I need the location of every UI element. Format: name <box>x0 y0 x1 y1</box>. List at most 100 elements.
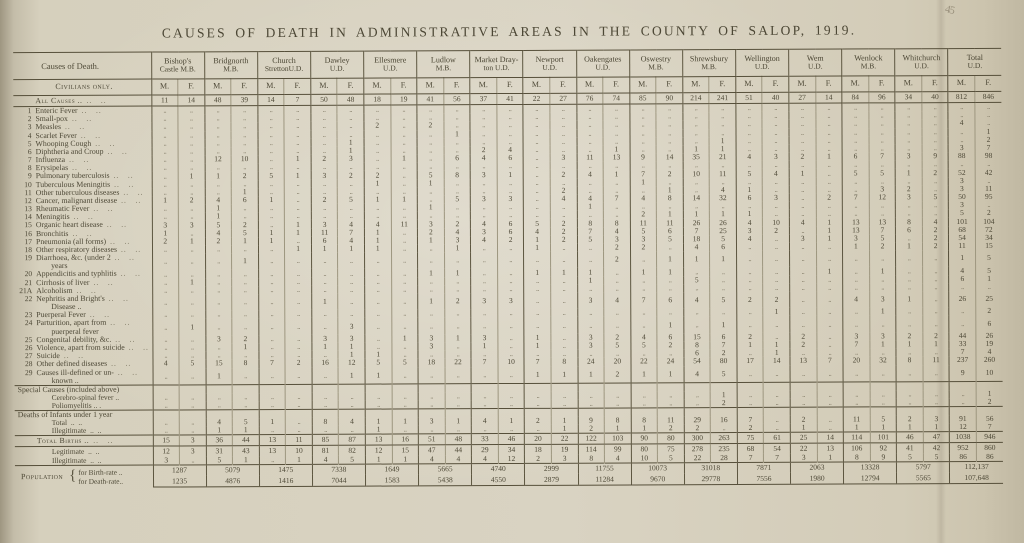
cell: 1 <box>231 253 259 270</box>
cell: .. <box>177 114 205 123</box>
cell: .. <box>443 104 471 114</box>
cell: .. <box>390 162 418 171</box>
cell: .. <box>895 250 923 267</box>
cell: 1 <box>444 417 472 426</box>
cell <box>657 407 684 417</box>
cell: 1 <box>975 274 1003 283</box>
cell: .. <box>683 202 710 211</box>
cell: .. <box>629 202 657 211</box>
cell: 1 <box>763 308 790 317</box>
cell: .. <box>231 212 259 221</box>
cell: 11 <box>709 169 737 178</box>
cell: .. <box>497 252 524 269</box>
cell: 2 <box>603 251 631 269</box>
cell: .. <box>470 252 498 269</box>
cell: .. <box>338 425 366 435</box>
cell: .. <box>842 201 870 210</box>
cell: 263 <box>710 432 738 444</box>
cell: 4 <box>683 365 711 383</box>
cell <box>391 408 419 418</box>
cell: .. <box>895 102 922 112</box>
cell: .. <box>816 340 844 349</box>
cell: 3 <box>470 170 498 179</box>
column-header-district: Newport U.D. <box>523 50 577 78</box>
column-header-male: M. <box>895 75 922 92</box>
cell: 5 <box>231 228 259 237</box>
cell <box>365 409 392 418</box>
cell: .. <box>257 187 285 196</box>
cell: .. <box>444 309 472 318</box>
cell: 8 <box>683 341 711 350</box>
cell: 5 <box>896 453 924 463</box>
cell: .. <box>311 187 338 196</box>
cell: .. <box>152 418 180 427</box>
cell: 1 <box>523 268 551 277</box>
cell: 3 <box>470 227 498 236</box>
cell: 3 <box>603 235 631 244</box>
cell: 11 <box>285 434 313 446</box>
cell <box>976 381 1003 390</box>
cell: 2 <box>974 135 1002 144</box>
cell: 31 <box>205 445 233 457</box>
cell: 237 <box>949 356 976 365</box>
cell: 4 <box>550 194 577 203</box>
cell: .. <box>948 160 976 169</box>
cell: 34 <box>498 444 525 456</box>
cell: 4 <box>683 243 710 252</box>
cell: .. <box>709 120 736 129</box>
cell: 1 <box>284 228 312 237</box>
cell: 2 <box>417 121 444 130</box>
cell: .. <box>550 178 577 187</box>
cell: 2063 <box>790 462 844 473</box>
column-header-female: F. <box>709 76 736 93</box>
cell <box>524 408 552 418</box>
cell: .. <box>444 425 472 434</box>
cell: 4 <box>736 234 763 243</box>
cell: .. <box>603 210 631 219</box>
cell <box>497 383 525 393</box>
cell: .. <box>364 252 392 270</box>
cell: 12 <box>338 358 366 368</box>
cell: .. <box>284 122 311 131</box>
cell <box>604 407 631 417</box>
cell: .. <box>284 269 312 278</box>
cell: .. <box>577 308 604 318</box>
cell: 25 <box>790 432 817 444</box>
cell: 7044 <box>312 474 366 487</box>
cell: .. <box>205 253 232 270</box>
cell: 20 <box>843 356 870 366</box>
cell: .. <box>842 119 869 129</box>
cell: 32 <box>869 356 897 365</box>
cell: 3 <box>762 193 790 202</box>
cell: 14 <box>815 92 843 104</box>
cell: 4 <box>496 145 524 155</box>
cell: 260 <box>975 356 1003 365</box>
cell: 7556 <box>737 472 791 485</box>
cell: 1 <box>204 171 232 180</box>
row-label-population: Population{for Birth-rate .. for Death-ra… <box>14 465 154 488</box>
cell: 1 <box>630 365 658 383</box>
cell: .. <box>232 351 259 360</box>
cell: 1 <box>231 187 259 197</box>
cell: .. <box>471 350 498 359</box>
cell: .. <box>205 318 233 336</box>
cell: 2 <box>524 455 552 464</box>
cell: 4 <box>444 227 471 237</box>
cell: 6 <box>231 195 259 205</box>
cell: .. <box>231 122 258 131</box>
cell: .. <box>656 243 684 252</box>
cell: .. <box>178 147 205 156</box>
cell: 1 <box>364 228 392 237</box>
cell: 5 <box>257 171 285 180</box>
cell: .. <box>656 177 683 187</box>
cell: 3 <box>868 185 896 194</box>
cell: 51 <box>418 433 446 446</box>
cell: 1 <box>842 242 870 251</box>
cell: 80 <box>657 432 685 445</box>
cell: 85 <box>629 92 657 104</box>
cell: .. <box>815 168 843 178</box>
cell: .. <box>683 391 711 400</box>
cell: .. <box>523 104 550 114</box>
column-header-district: Wenlock M.B. <box>841 48 896 77</box>
cell: .. <box>869 274 896 284</box>
